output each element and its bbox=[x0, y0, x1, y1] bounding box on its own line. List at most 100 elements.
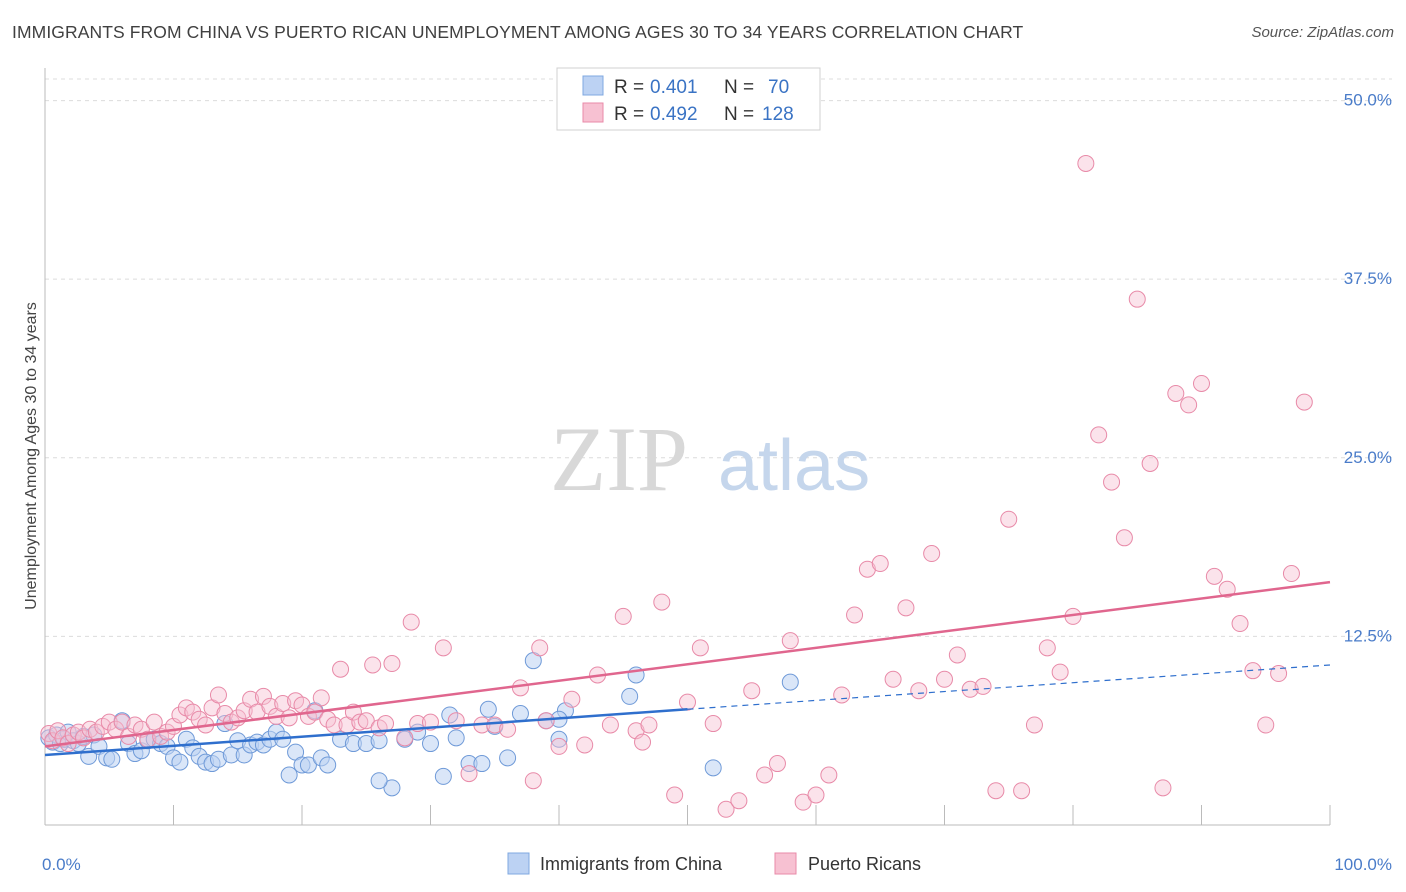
watermark: ZIP atlas bbox=[550, 408, 870, 510]
data-point bbox=[897, 599, 915, 617]
data-point bbox=[576, 736, 594, 754]
data-point bbox=[794, 793, 812, 811]
data-point bbox=[447, 729, 465, 747]
data-point bbox=[781, 632, 799, 650]
data-point bbox=[261, 697, 279, 715]
watermark-zip: ZIP bbox=[550, 408, 688, 510]
y-tick-label: 37.5% bbox=[1344, 269, 1392, 288]
legend-n-value-2: 128 bbox=[762, 104, 794, 125]
series-legend: Immigrants from China Puerto Ricans bbox=[507, 852, 921, 875]
data-point bbox=[1180, 396, 1198, 414]
data-point bbox=[402, 613, 420, 631]
data-point bbox=[100, 713, 118, 731]
data-point bbox=[325, 716, 343, 734]
data-point bbox=[910, 682, 928, 700]
trend-lines bbox=[44, 580, 1331, 757]
data-point bbox=[743, 682, 761, 700]
data-point bbox=[781, 673, 799, 691]
data-point bbox=[936, 670, 953, 688]
legend-n-label-2: N = bbox=[724, 104, 754, 125]
trend-line-china-extension bbox=[687, 664, 1331, 710]
data-point bbox=[1282, 565, 1300, 583]
data-point bbox=[1051, 663, 1069, 681]
data-point bbox=[634, 733, 652, 751]
data-point bbox=[1141, 455, 1159, 473]
data-point bbox=[511, 679, 529, 697]
data-point bbox=[351, 713, 369, 731]
data-point bbox=[704, 715, 722, 733]
legend-swatch-puerto-ricans bbox=[582, 102, 604, 123]
data-point bbox=[974, 677, 992, 695]
y-axis-title: Unemployment Among Ages 30 to 34 years bbox=[23, 302, 40, 610]
data-point bbox=[473, 755, 491, 773]
data-point bbox=[511, 705, 529, 723]
legend-r-value-1: 0.401 bbox=[650, 77, 698, 98]
data-point bbox=[1090, 426, 1108, 444]
data-point bbox=[370, 772, 388, 790]
data-point bbox=[171, 706, 189, 724]
data-point bbox=[640, 716, 658, 734]
data-point bbox=[1295, 393, 1313, 411]
data-point bbox=[422, 735, 439, 753]
data-point bbox=[1257, 716, 1275, 734]
data-point bbox=[209, 686, 227, 704]
data-point bbox=[807, 786, 825, 804]
data-point bbox=[171, 753, 189, 771]
y-tick-label: 25.0% bbox=[1344, 448, 1392, 467]
data-point bbox=[531, 639, 549, 657]
grid-lines bbox=[45, 78, 1392, 637]
bottom-legend-swatch-china bbox=[507, 852, 530, 875]
data-point bbox=[370, 732, 388, 750]
data-point bbox=[1013, 782, 1031, 800]
data-point bbox=[1270, 665, 1288, 683]
data-point bbox=[1128, 290, 1146, 308]
data-point bbox=[704, 759, 722, 777]
legend-n-label-1: N = bbox=[724, 77, 754, 98]
data-point bbox=[434, 767, 452, 785]
source-label: Source: ZipAtlas.com bbox=[1251, 24, 1394, 41]
data-point bbox=[614, 607, 632, 625]
legend-r-label-2: R = bbox=[614, 104, 644, 125]
data-point bbox=[441, 706, 459, 724]
data-point bbox=[679, 693, 696, 711]
data-point bbox=[460, 765, 478, 783]
data-point bbox=[653, 593, 671, 611]
x-tick-labels: 0.0% 100.0% bbox=[42, 855, 1392, 874]
data-point bbox=[479, 700, 497, 718]
data-point bbox=[280, 766, 298, 784]
data-point bbox=[396, 729, 414, 747]
legend-r-label-1: R = bbox=[614, 77, 644, 98]
data-point bbox=[383, 779, 401, 797]
data-point bbox=[884, 670, 902, 688]
trend-line-puerto-ricans bbox=[44, 580, 1331, 748]
data-point bbox=[1000, 510, 1018, 528]
data-point bbox=[299, 756, 317, 774]
data-point bbox=[833, 686, 851, 704]
chart-title: IMMIGRANTS FROM CHINA VS PUERTO RICAN UN… bbox=[12, 22, 1024, 42]
x-tick-label-max: 100.0% bbox=[1334, 855, 1392, 874]
data-point bbox=[280, 709, 298, 727]
bottom-legend-label-china: Immigrants from China bbox=[540, 854, 723, 874]
data-point bbox=[846, 606, 864, 624]
legend-swatch-china bbox=[582, 75, 604, 96]
data-point bbox=[563, 690, 581, 708]
data-point bbox=[1038, 639, 1056, 657]
data-point bbox=[717, 800, 735, 818]
data-point bbox=[948, 646, 966, 664]
axes bbox=[44, 68, 1331, 826]
data-point bbox=[486, 716, 504, 734]
data-point bbox=[820, 766, 838, 784]
data-point bbox=[1154, 779, 1172, 797]
data-point bbox=[923, 545, 941, 563]
x-tick-label-min: 0.0% bbox=[42, 855, 81, 874]
data-point bbox=[1218, 580, 1236, 598]
watermark-atlas: atlas bbox=[718, 426, 870, 506]
data-point bbox=[550, 737, 568, 755]
data-point bbox=[499, 749, 517, 767]
data-point bbox=[1115, 529, 1133, 547]
legend-n-value-1: 70 bbox=[768, 77, 789, 98]
data-point bbox=[858, 560, 876, 578]
data-point bbox=[1231, 615, 1249, 633]
data-point bbox=[691, 639, 709, 657]
